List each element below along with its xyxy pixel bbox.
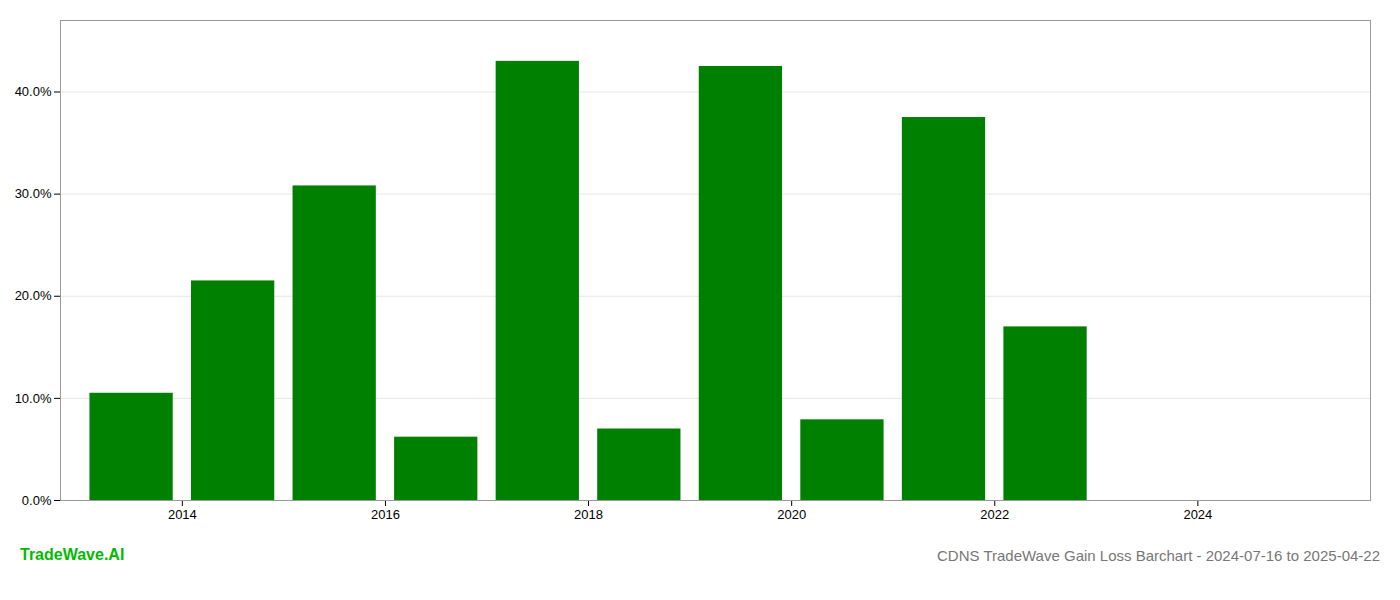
html-text:CDNS TradeWave Gain Loss Barch: CDNS TradeWave Gain Loss Barchart - 2024… [937,546,1380,564]
svg-text:2022: 2022 [980,507,1009,522]
svg-text:30.0%: 30.0% [15,186,52,201]
svg-text:0.0%: 0.0% [22,493,52,508]
svg-text:2016: 2016 [371,507,400,522]
svg-text:2020: 2020 [777,507,806,522]
svg-text:2018: 2018 [574,507,603,522]
svg-text:10.0%: 10.0% [15,391,52,406]
svg-text:40.0%: 40.0% [15,84,52,99]
svg-text:2014: 2014 [168,507,197,522]
svg-text:2024: 2024 [1183,507,1212,522]
html-text:TradeWave.AI: TradeWave.AI [20,546,125,563]
svg-text:20.0%: 20.0% [15,288,52,303]
